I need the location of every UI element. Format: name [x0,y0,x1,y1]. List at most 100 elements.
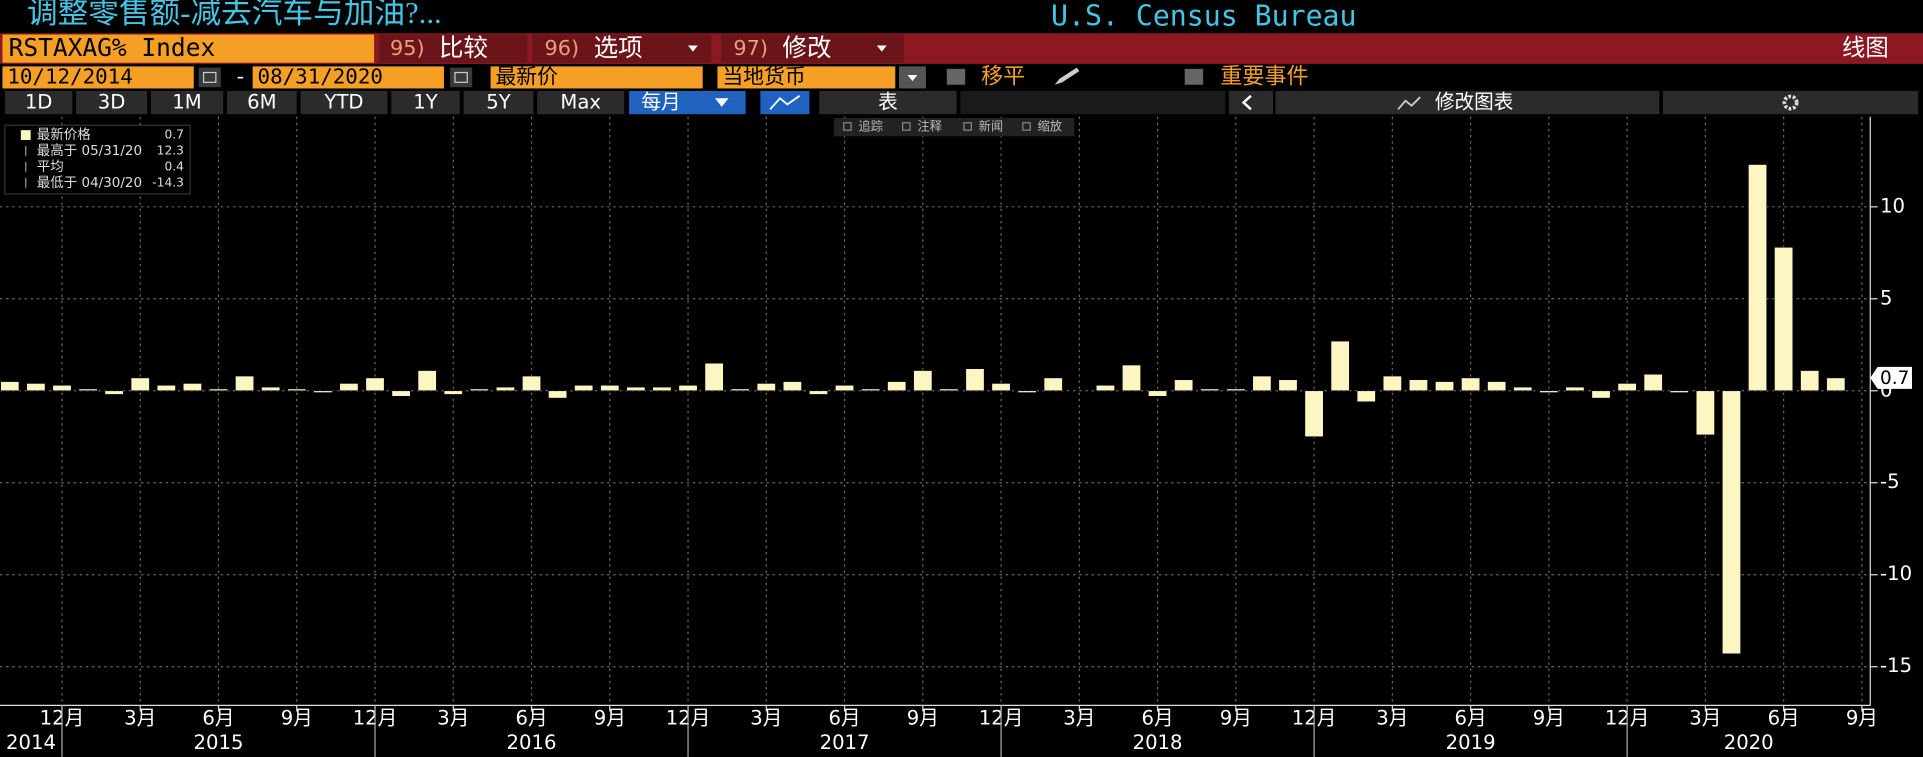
last-value-label: 0.7 [1880,368,1909,389]
edit-chart-button[interactable] [1275,90,1660,115]
calendar-icon[interactable] [198,67,221,88]
year-label: 2020 [1724,731,1774,754]
bar [626,386,646,392]
date-separator: - [237,64,245,88]
bar [861,388,881,392]
modify-label: 修改 [782,33,831,62]
bar [1695,390,1715,436]
compare-button[interactable] [378,34,528,63]
range-label: 3D [98,91,126,114]
range-button[interactable] [463,90,534,115]
range-button[interactable] [391,90,460,115]
range-button[interactable] [226,90,297,115]
x-tick-label: 9月 [907,706,939,729]
x-tick-label: 3月 [437,706,469,729]
x-tick-label: 3月 [1689,706,1721,729]
bar [991,383,1011,392]
x-tick-label: 6月 [202,706,234,729]
bar [1826,377,1846,392]
tool-icon[interactable] [902,122,911,131]
bar [1748,164,1768,392]
bar [574,384,594,392]
modify-button[interactable] [721,34,904,63]
bar [1669,390,1689,393]
tool-icon[interactable] [1022,122,1031,131]
bar [365,377,385,392]
options-num: 96) [545,36,580,60]
y-tick-label: -5 [1880,470,1900,493]
dropdown-arrow [907,74,918,82]
dropdown-arrow [876,45,887,52]
events-checkbox[interactable] [1184,68,1204,85]
x-tick-label: 9月 [1846,706,1878,729]
bar [235,375,255,392]
range-button[interactable] [4,90,73,115]
gear-icon [1782,94,1799,111]
ticker-box[interactable] [2,34,375,63]
view-label[interactable]: 线图 [1842,35,1889,62]
tool-label: 注释 [917,119,942,134]
bar [704,362,724,392]
pencil-icon [1054,67,1080,85]
range-button[interactable] [300,90,388,115]
legend-label: 最高于 05/31/20 [37,142,142,159]
currency-box[interactable] [717,66,896,89]
price: 最新价 [495,64,558,88]
x-tick-label: 6月 [1455,706,1487,729]
range-buttons: 1D 3D 1M 6M YTD 1Y 5Y Max [4,90,625,115]
tool-icon[interactable] [843,122,852,131]
x-tick-label: 3月 [124,706,156,729]
y-tick-label: 5 [1880,286,1892,309]
range-button[interactable] [76,90,148,115]
x-tick-label: 6月 [1142,706,1174,729]
bar [1565,386,1585,392]
blank-field [960,90,1226,115]
bar [1408,379,1428,392]
calendar-icon[interactable] [450,67,473,88]
table-button[interactable] [819,90,957,115]
bar [1017,390,1037,393]
end-date-box[interactable] [252,66,444,89]
bar [1721,390,1741,655]
price-box[interactable] [490,66,703,89]
currency: 当地货币 [722,64,805,88]
settings-button[interactable] [1663,90,1919,115]
bar [730,388,750,392]
x-tick-label: 6月 [515,706,547,729]
ticker: RSTAXAG% Index [9,33,216,62]
x-tick-label: 9月 [594,706,626,729]
smooth-checkbox[interactable] [946,68,966,85]
bar [808,390,828,395]
range-button[interactable] [150,90,224,115]
start-date-box[interactable] [2,66,194,89]
chart-tools: 追踪 注释 新闻 缩放 [833,117,1075,137]
frequency-button[interactable] [629,90,746,115]
dropdown-arrow [688,45,698,52]
bar [939,388,959,392]
tool-label: 追踪 [858,119,883,134]
tool-icon[interactable] [963,122,972,131]
bar [0,381,20,392]
events: 重要事件 [1220,64,1308,89]
x-tick-label: 3月 [1376,706,1408,729]
collapse-button[interactable] [1228,90,1274,115]
bar [1643,373,1663,392]
range-label: 1Y [413,91,438,114]
y-tick-label: 10 [1880,194,1905,217]
bar [965,368,985,392]
bar [548,390,568,399]
range-button[interactable] [537,90,625,115]
tool-label: 缩放 [1038,119,1063,134]
options-label: 选项 [594,33,643,62]
options-button[interactable] [532,34,712,63]
bar [261,386,281,392]
calendar-glyph [454,71,468,83]
year-label: 2018 [1133,731,1183,754]
bar [1461,377,1481,392]
bar [417,370,437,392]
bar [756,383,776,392]
bar [78,388,98,392]
